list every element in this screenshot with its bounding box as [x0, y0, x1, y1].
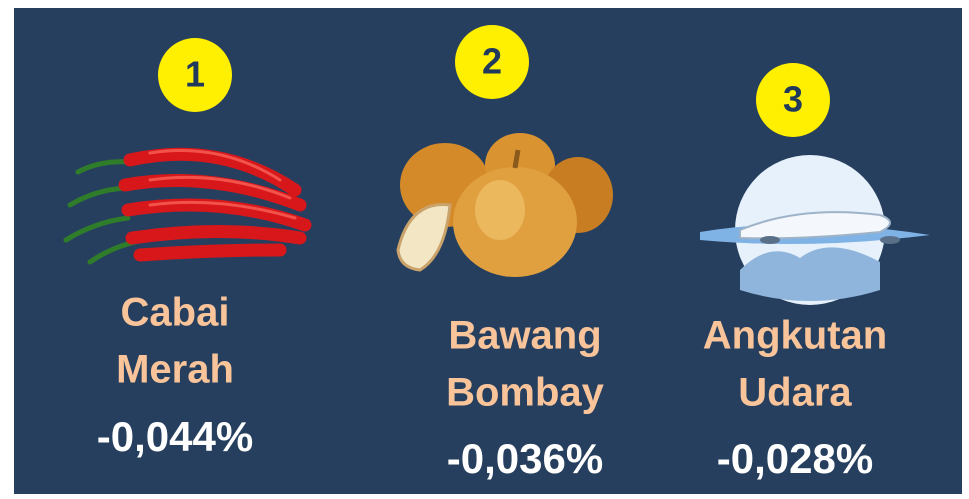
rank-number: 3: [783, 79, 803, 120]
item-change: -0,028%: [717, 435, 873, 482]
rank-number: 1: [185, 54, 205, 95]
item-change: -0,044%: [97, 413, 253, 460]
item-change: -0,036%: [447, 435, 603, 482]
item-name: Bawang: [448, 314, 601, 358]
item-name: Angkutan: [703, 314, 887, 358]
item-name: Bombay: [446, 371, 605, 415]
item-name: Merah: [116, 348, 234, 392]
rank-number: 2: [482, 41, 502, 82]
item-name: Udara: [738, 371, 852, 415]
infographic: 1 2 3 Cabai Me: [0, 0, 969, 499]
page: {"items": [ {"rank": "1", "name": ["Caba…: [0, 0, 969, 499]
item-name: Cabai: [121, 291, 230, 335]
